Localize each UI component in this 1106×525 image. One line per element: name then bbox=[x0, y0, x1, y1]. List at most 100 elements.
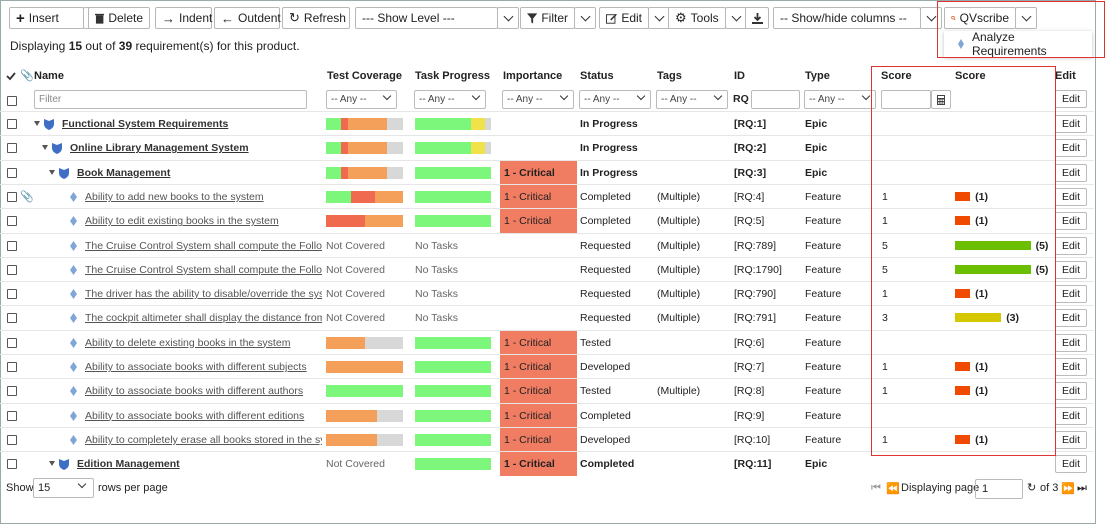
prev-page-icon[interactable]: ⏪ bbox=[886, 483, 900, 495]
row-edit-button[interactable]: Edit bbox=[1055, 163, 1087, 182]
header-score[interactable]: Score bbox=[881, 70, 912, 82]
row-edit-button[interactable]: Edit bbox=[1055, 260, 1087, 279]
row-checkbox[interactable] bbox=[7, 167, 17, 178]
requirement-name-link[interactable]: The Cruise Control System shall compute … bbox=[85, 263, 322, 276]
tools-button[interactable]: ⚙ Tools bbox=[668, 7, 726, 29]
first-page-icon[interactable]: ⏮ bbox=[871, 482, 881, 494]
progress-filter-select[interactable]: -- Any -- bbox=[414, 90, 486, 109]
row-checkbox[interactable] bbox=[7, 313, 17, 324]
header-score-bar[interactable]: Score bbox=[955, 70, 986, 82]
coverage-filter-select[interactable]: -- Any -- bbox=[326, 90, 397, 109]
row-edit-button[interactable]: Edit bbox=[1055, 236, 1087, 255]
show-level-select[interactable]: --- Show Level --- bbox=[355, 7, 498, 29]
filter-dropdown-arrow[interactable] bbox=[574, 7, 596, 29]
id-filter-input[interactable] bbox=[751, 90, 800, 109]
edit-dropdown-arrow[interactable] bbox=[648, 7, 670, 29]
row-checkbox[interactable] bbox=[7, 386, 17, 397]
row-edit-button[interactable]: Edit bbox=[1055, 139, 1087, 158]
expand-arrow-icon[interactable] bbox=[34, 121, 40, 126]
score-filter-input[interactable] bbox=[881, 90, 931, 109]
next-page-icon[interactable]: ⏩ bbox=[1061, 483, 1075, 495]
row-checkbox[interactable] bbox=[7, 362, 17, 372]
header-tags[interactable]: Tags bbox=[657, 70, 682, 82]
edit-filter-button[interactable]: Edit bbox=[1055, 90, 1087, 108]
header-importance[interactable]: Importance bbox=[503, 70, 563, 82]
select-all-checkbox[interactable] bbox=[7, 96, 17, 106]
download-button[interactable] bbox=[745, 7, 769, 29]
calculator-button[interactable] bbox=[931, 90, 951, 109]
row-checkbox[interactable] bbox=[7, 240, 17, 251]
show-hide-columns-select[interactable]: -- Show/hide columns -- bbox=[773, 7, 921, 29]
requirement-name-link[interactable]: The driver has the ability to disable/ov… bbox=[85, 288, 322, 301]
show-hide-columns-dropdown-arrow[interactable] bbox=[920, 7, 942, 29]
refresh-button[interactable]: ↻ Refresh bbox=[282, 7, 350, 29]
row-edit-button[interactable]: Edit bbox=[1055, 406, 1087, 425]
header-id[interactable]: ID bbox=[734, 70, 745, 82]
row-checkbox[interactable] bbox=[7, 216, 17, 227]
row-checkbox[interactable] bbox=[7, 119, 17, 129]
outdent-button[interactable]: ← Outdent bbox=[214, 7, 281, 29]
row-edit-button[interactable]: Edit bbox=[1055, 115, 1087, 133]
indent-button[interactable]: → Indent bbox=[155, 7, 212, 29]
row-edit-button[interactable]: Edit bbox=[1055, 333, 1087, 352]
row-edit-button[interactable]: Edit bbox=[1055, 187, 1087, 206]
analyze-requirements-item[interactable]: Analyze Requirements bbox=[971, 30, 1047, 58]
requirement-name-link[interactable]: Ability to completely erase all books st… bbox=[85, 433, 322, 446]
requirement-name-link[interactable]: Edition Management bbox=[77, 458, 180, 471]
expand-arrow-icon[interactable] bbox=[42, 145, 48, 151]
refresh-page-icon[interactable]: ↻ bbox=[1027, 482, 1037, 494]
filter-button[interactable]: Filter bbox=[520, 7, 575, 29]
task-progress-text: No Tasks bbox=[415, 288, 458, 301]
name-filter-input[interactable]: Filter bbox=[34, 90, 307, 109]
row-checkbox[interactable] bbox=[7, 289, 17, 300]
row-checkbox[interactable] bbox=[7, 459, 17, 470]
insert-button[interactable]: + Insert bbox=[9, 7, 84, 29]
expand-arrow-icon[interactable] bbox=[49, 169, 55, 175]
qvscribe-button[interactable]: QVscribe bbox=[944, 7, 1016, 29]
requirement-name-link[interactable]: Ability to associate books with differen… bbox=[85, 409, 305, 422]
header-name[interactable]: Name bbox=[34, 70, 64, 82]
requirement-name-link[interactable]: Online Library Management System bbox=[70, 142, 249, 155]
select-all-check-icon[interactable] bbox=[6, 71, 16, 81]
page-number-input[interactable]: 1 bbox=[975, 479, 1023, 499]
requirement-name-link[interactable]: Ability to delete existing books in the … bbox=[85, 336, 291, 349]
row-edit-button[interactable]: Edit bbox=[1055, 212, 1087, 231]
row-checkbox[interactable] bbox=[7, 410, 17, 421]
row-edit-button[interactable]: Edit bbox=[1055, 285, 1087, 304]
importance-filter-select[interactable]: -- Any -- bbox=[502, 90, 574, 109]
row-edit-button[interactable]: Edit bbox=[1055, 430, 1087, 449]
task-progress-text: No Tasks bbox=[415, 312, 458, 325]
row-edit-button[interactable]: Edit bbox=[1055, 455, 1087, 474]
qvscribe-dropdown-arrow[interactable] bbox=[1015, 7, 1037, 29]
header-type[interactable]: Type bbox=[805, 70, 830, 82]
requirement-name-link[interactable]: The cockpit altimeter shall display the … bbox=[85, 312, 322, 325]
requirement-name-link[interactable]: Book Management bbox=[77, 166, 171, 179]
tags-filter-select[interactable]: -- Any -- bbox=[656, 90, 728, 109]
header-status[interactable]: Status bbox=[580, 70, 614, 82]
delete-button[interactable]: Delete bbox=[88, 7, 150, 29]
row-edit-button[interactable]: Edit bbox=[1055, 309, 1087, 328]
requirement-name-link[interactable]: Functional System Requirements bbox=[62, 118, 229, 130]
row-checkbox[interactable] bbox=[7, 191, 17, 202]
row-edit-button[interactable]: Edit bbox=[1055, 382, 1087, 401]
header-task-progress[interactable]: Task Progress bbox=[415, 70, 491, 82]
tools-dropdown-arrow[interactable] bbox=[725, 7, 747, 29]
requirement-name-link[interactable]: The Cruise Control System shall compute … bbox=[85, 239, 322, 252]
requirement-name-link[interactable]: Ability to associate books with differen… bbox=[85, 361, 307, 373]
row-edit-button[interactable]: Edit bbox=[1055, 358, 1087, 376]
header-test-coverage[interactable]: Test Coverage bbox=[327, 70, 402, 82]
rows-per-page-select[interactable]: 15 bbox=[33, 478, 94, 498]
status-filter-select[interactable]: -- Any -- bbox=[579, 90, 651, 109]
row-checkbox[interactable] bbox=[7, 434, 17, 445]
type-filter-select[interactable]: -- Any -- bbox=[804, 90, 876, 109]
expand-arrow-icon[interactable] bbox=[49, 461, 55, 467]
show-level-dropdown-arrow[interactable] bbox=[497, 7, 519, 29]
requirement-name-link[interactable]: Ability to add new books to the system bbox=[85, 190, 264, 203]
row-checkbox[interactable] bbox=[7, 337, 17, 348]
edit-button[interactable]: Edit bbox=[599, 7, 649, 29]
requirement-name-link[interactable]: Ability to associate books with differen… bbox=[85, 385, 304, 398]
last-page-icon[interactable]: ⏭ bbox=[1077, 482, 1087, 494]
row-checkbox[interactable] bbox=[7, 143, 17, 154]
row-checkbox[interactable] bbox=[7, 264, 17, 275]
requirement-name-link[interactable]: Ability to edit existing books in the sy… bbox=[85, 215, 279, 228]
